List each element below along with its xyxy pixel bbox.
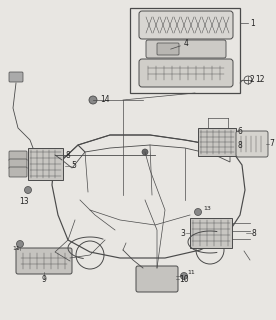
- FancyBboxPatch shape: [139, 59, 233, 87]
- FancyBboxPatch shape: [157, 43, 179, 55]
- Circle shape: [17, 241, 23, 247]
- Text: 8: 8: [238, 141, 243, 150]
- Circle shape: [195, 209, 201, 215]
- Text: 4: 4: [184, 39, 189, 49]
- Bar: [28, 148, 63, 180]
- Circle shape: [25, 187, 31, 194]
- FancyBboxPatch shape: [146, 40, 226, 58]
- Text: 8: 8: [252, 228, 257, 237]
- Text: 6: 6: [238, 126, 243, 135]
- Text: 5: 5: [71, 162, 76, 171]
- Text: 13: 13: [19, 197, 29, 206]
- Text: 1: 1: [250, 19, 255, 28]
- Text: 9: 9: [42, 276, 46, 284]
- Bar: [130, 8, 240, 93]
- Text: 7: 7: [269, 140, 274, 148]
- Text: 3: 3: [180, 228, 185, 237]
- Text: 8: 8: [66, 151, 71, 161]
- Text: 11: 11: [12, 245, 20, 251]
- Text: 10: 10: [179, 275, 189, 284]
- Circle shape: [181, 273, 187, 279]
- Circle shape: [142, 149, 148, 155]
- Text: 13: 13: [203, 205, 211, 211]
- Text: 2: 2: [250, 76, 255, 84]
- Bar: [198, 128, 236, 156]
- FancyBboxPatch shape: [236, 131, 268, 157]
- Bar: [190, 218, 232, 248]
- Text: 11: 11: [187, 269, 195, 275]
- FancyBboxPatch shape: [9, 151, 27, 161]
- Text: 12: 12: [255, 76, 264, 84]
- FancyBboxPatch shape: [9, 167, 27, 177]
- FancyBboxPatch shape: [9, 159, 27, 169]
- FancyBboxPatch shape: [9, 72, 23, 82]
- Circle shape: [89, 96, 97, 104]
- FancyBboxPatch shape: [139, 11, 233, 39]
- Text: 14: 14: [100, 95, 110, 105]
- FancyBboxPatch shape: [136, 266, 178, 292]
- FancyBboxPatch shape: [16, 248, 72, 274]
